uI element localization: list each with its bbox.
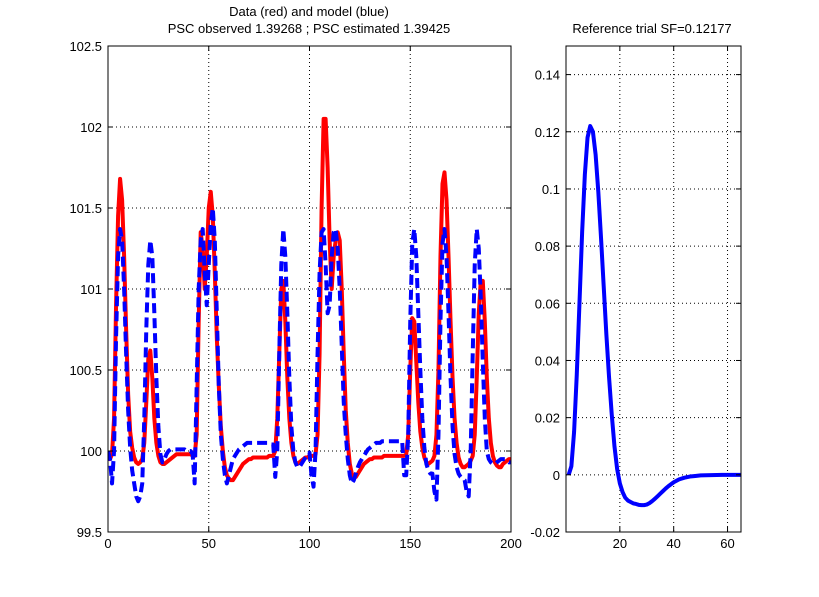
plot-right: Reference trial SF=0.12177 20 40 60 -0.02 0 0… [530, 21, 742, 551]
right-y-tick-label: 0.04 [535, 353, 560, 368]
left-y-tick-label: 101.5 [69, 201, 102, 216]
right-y-tick-label: 0 [553, 468, 560, 483]
left-x-tick-label: 100 [299, 536, 321, 551]
left-series-group [108, 116, 511, 504]
right-ticks: 20 40 60 -0.02 0 0.02 0.04 0.06 0.08 0.1 0.12 0.14 [530, 46, 741, 551]
right-y-tick-label: 0.1 [542, 182, 560, 197]
left-chart-title: Data (red) and model (blue) [229, 4, 389, 19]
left-ticks: 0 50 100 150 200 99.5 100 100.5 101 101.5 102 102.5 [69, 39, 521, 551]
right-y-tick-label: 0.08 [535, 239, 560, 254]
left-y-tick-label: 100.5 [69, 363, 102, 378]
right-x-tick-label: 60 [720, 536, 734, 551]
left-series-1-line [108, 206, 511, 504]
right-y-tick-label: 0.02 [535, 411, 560, 426]
right-y-tick-label: 0.12 [535, 125, 560, 140]
right-y-tick-label: -0.02 [530, 525, 560, 540]
left-y-tick-label: 100 [80, 444, 102, 459]
right-series-group [566, 124, 741, 508]
left-chart-subtitle: PSC observed 1.39268 ; PSC estimated 1.3… [168, 21, 451, 36]
right-y-tick-label: 0.06 [535, 296, 560, 311]
left-y-tick-label: 101 [80, 282, 102, 297]
left-x-tick-label: 150 [399, 536, 421, 551]
left-x-tick-label: 0 [104, 536, 111, 551]
right-x-tick-label: 20 [613, 536, 627, 551]
right-x-tick-label: 40 [666, 536, 680, 551]
plot-left: Data (red) and model (blue) PSC observed… [69, 4, 521, 551]
left-x-tick-label: 50 [202, 536, 216, 551]
left-y-tick-label: 99.5 [77, 525, 102, 540]
right-axes-box [565, 45, 742, 533]
left-x-tick-label: 200 [500, 536, 522, 551]
left-y-tick-label: 102 [80, 120, 102, 135]
right-y-tick-label: 0.14 [535, 68, 560, 83]
right-chart-title: Reference trial SF=0.12177 [572, 21, 731, 36]
left-y-tick-label: 102.5 [69, 39, 102, 54]
right-series-0-line [566, 124, 741, 508]
